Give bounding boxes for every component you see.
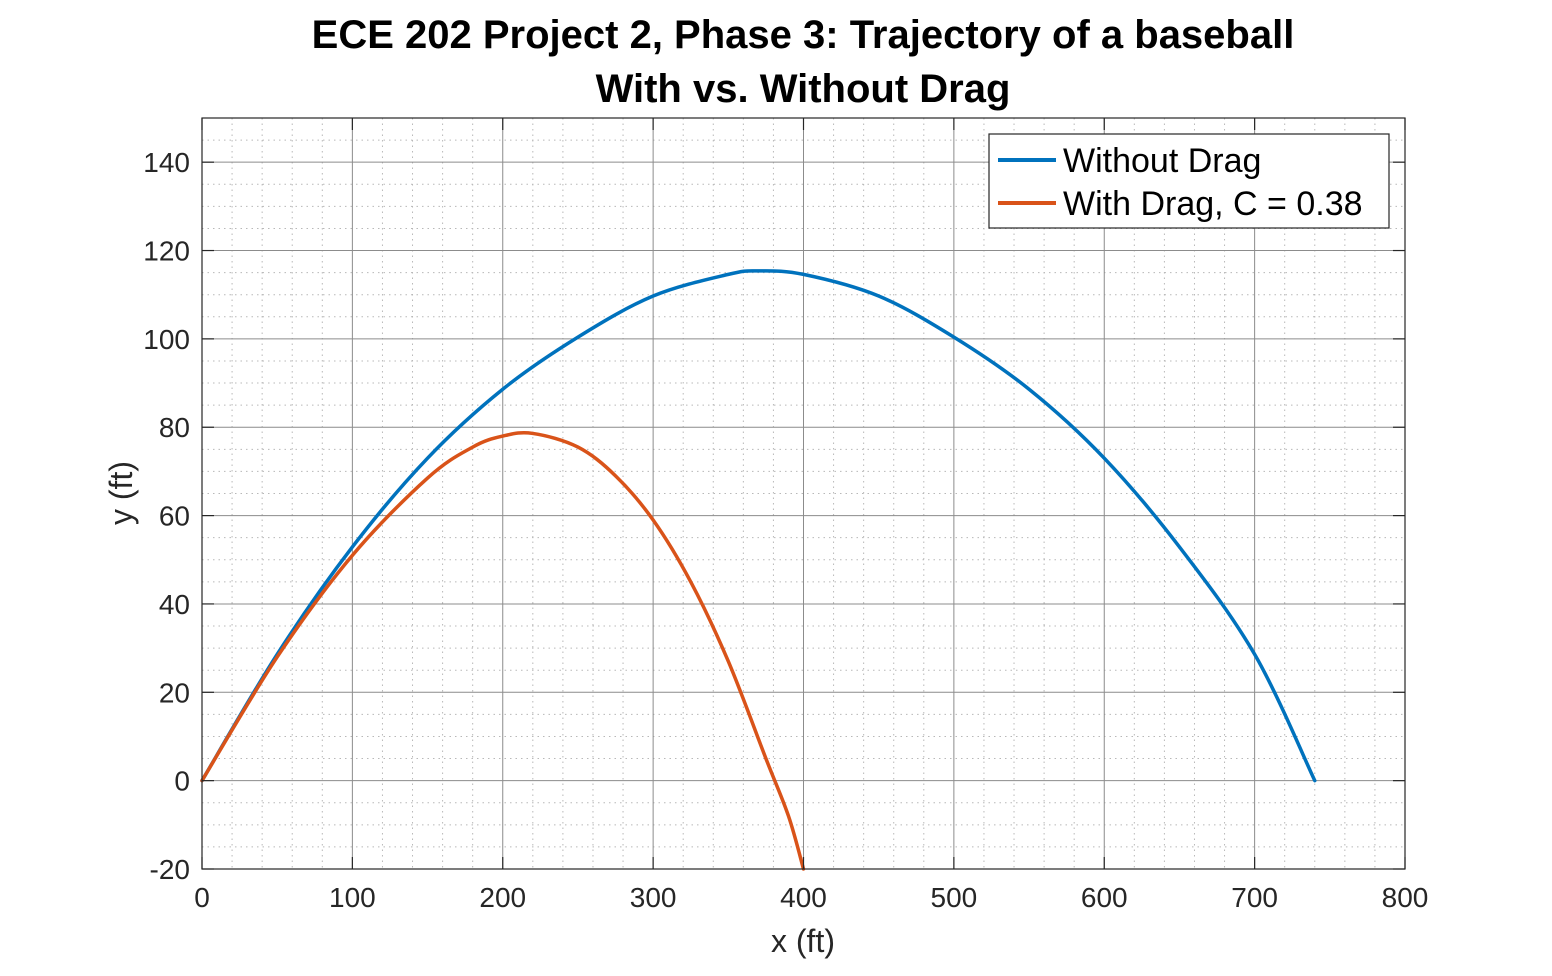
y-tick-label: 40 bbox=[159, 589, 190, 620]
legend: Without Drag With Drag, C = 0.38 bbox=[988, 133, 1390, 229]
y-tick-labels: -20 0 20 40 60 80 100 120 140 bbox=[143, 147, 190, 885]
x-tick-label: 500 bbox=[931, 882, 978, 913]
legend-label-with-drag: With Drag, C = 0.38 bbox=[1063, 185, 1363, 223]
x-tick-label: 100 bbox=[329, 882, 376, 913]
y-tick-label: 60 bbox=[159, 501, 190, 532]
chart-title: ECE 202 Project 2, Phase 3: Trajectory o… bbox=[312, 13, 1295, 57]
series-line-with-drag bbox=[200, 430, 806, 871]
x-tick-label: 700 bbox=[1231, 882, 1278, 913]
y-tick-label: 20 bbox=[159, 677, 190, 708]
x-tick-labels: 0 100 200 300 400 500 600 700 800 bbox=[194, 882, 1428, 913]
y-tick-label: 80 bbox=[159, 412, 190, 443]
x-tick-label: 400 bbox=[780, 882, 827, 913]
x-tick-label: 800 bbox=[1382, 882, 1429, 913]
chart-subtitle: With vs. Without Drag bbox=[596, 67, 1011, 111]
y-tick-label: 120 bbox=[143, 236, 190, 267]
series-layer bbox=[200, 269, 1317, 871]
x-tick-label: 600 bbox=[1081, 882, 1128, 913]
x-axis-label: x (ft) bbox=[771, 923, 835, 959]
x-tick-label: 0 bbox=[194, 882, 210, 913]
x-tick-label: 200 bbox=[479, 882, 526, 913]
y-tick-label: 0 bbox=[174, 766, 190, 797]
legend-box bbox=[988, 133, 1390, 229]
tick-marks bbox=[201, 118, 1406, 870]
y-tick-label: -20 bbox=[150, 854, 190, 885]
y-axis-label: y (ft) bbox=[103, 461, 139, 525]
series-line-without-drag bbox=[200, 269, 1317, 783]
x-tick-label: 300 bbox=[630, 882, 677, 913]
legend-label-without-drag: Without Drag bbox=[1063, 142, 1261, 180]
y-tick-label: 140 bbox=[143, 147, 190, 178]
y-tick-label: 100 bbox=[143, 324, 190, 355]
